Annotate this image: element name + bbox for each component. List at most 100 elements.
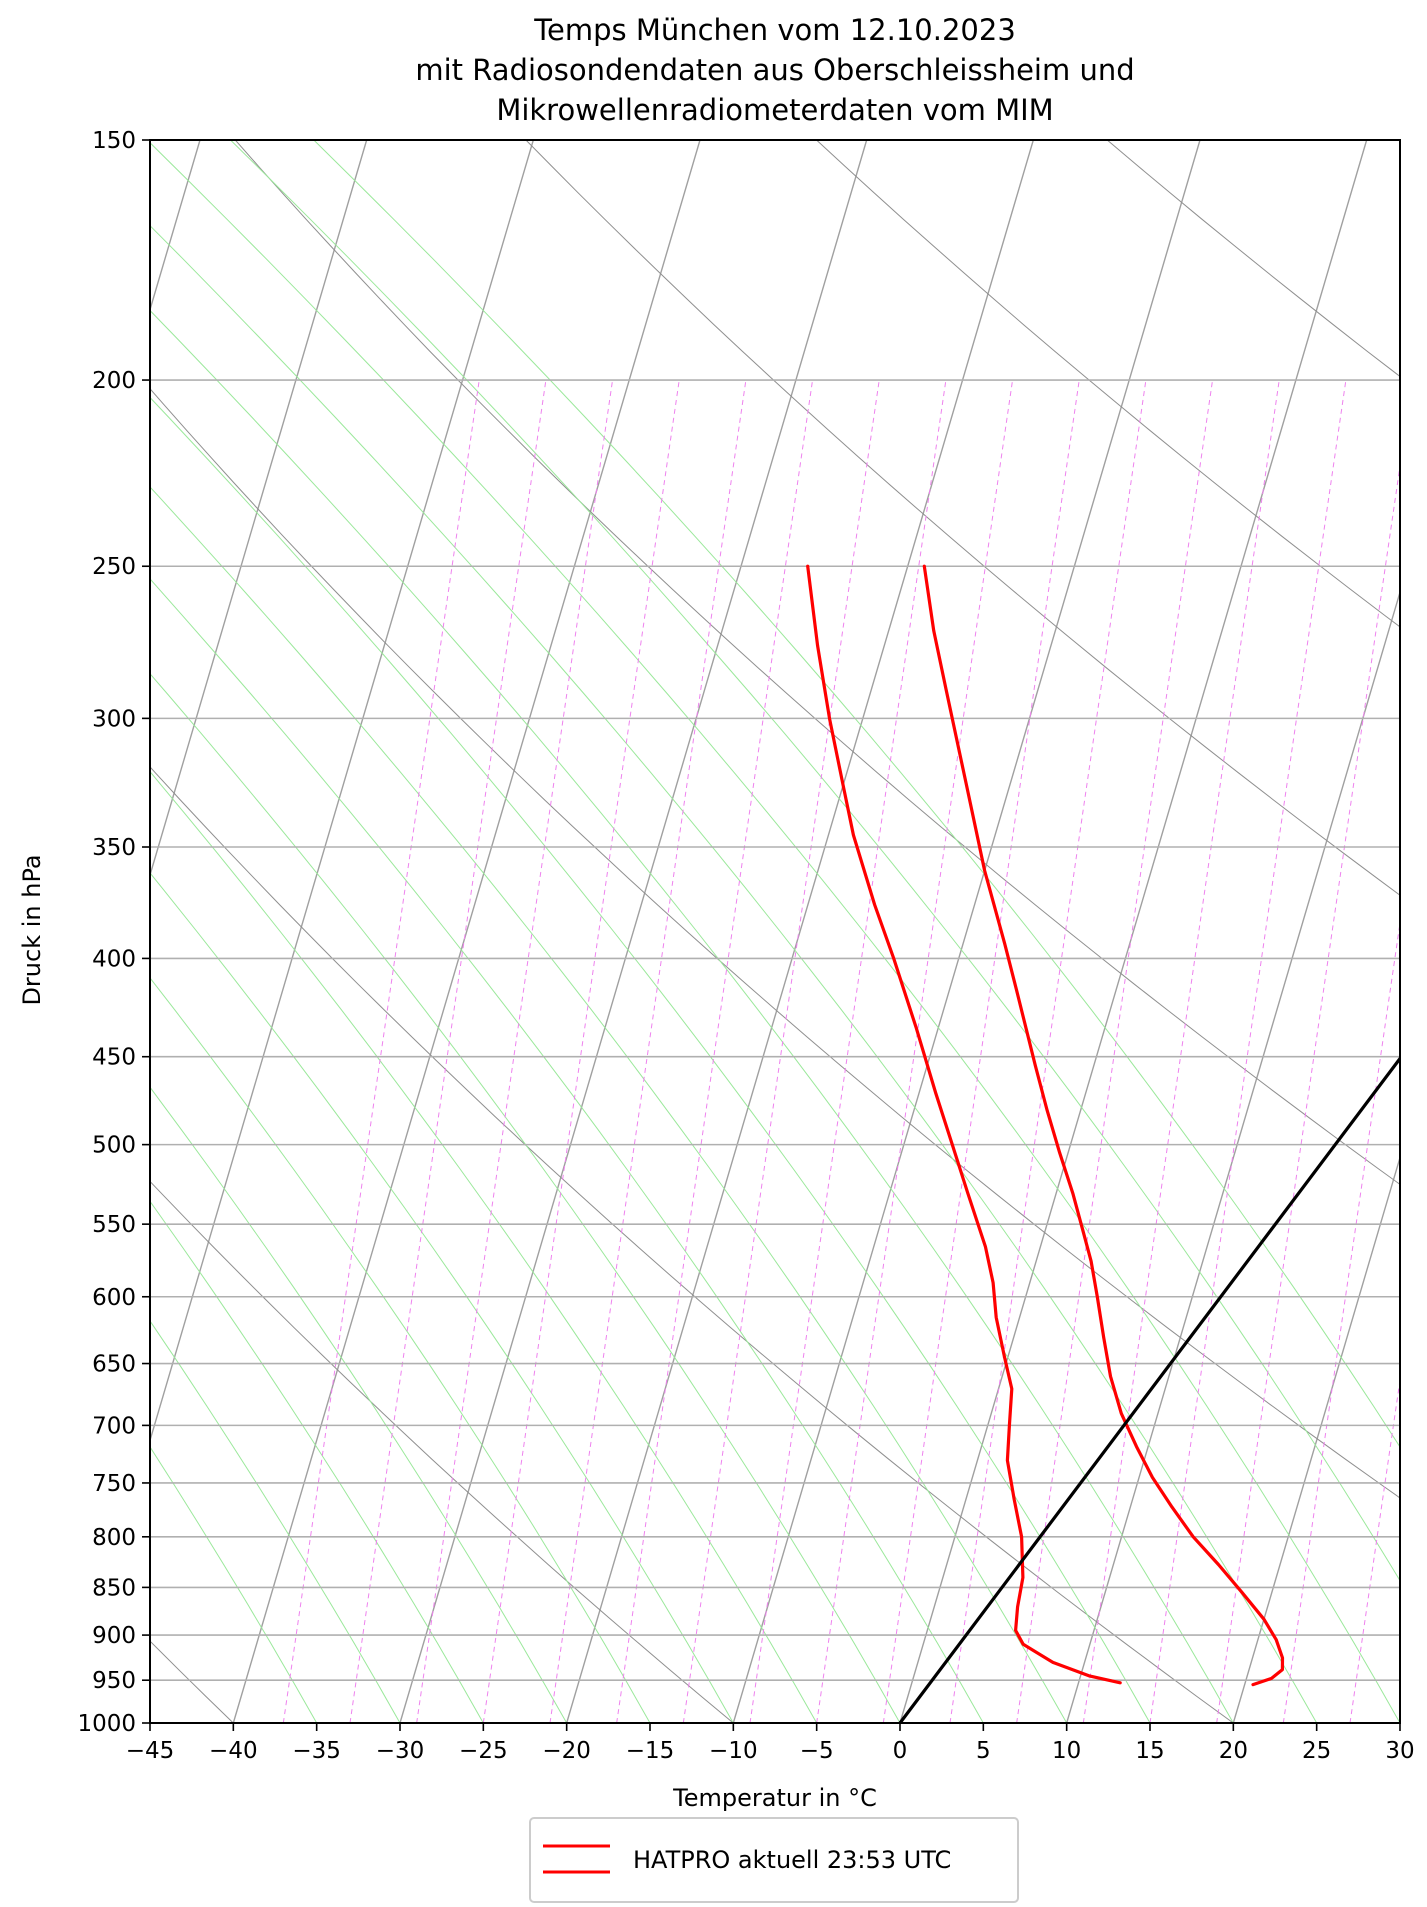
y-tick-label: 700 xyxy=(92,1413,136,1439)
legend-box xyxy=(529,1817,1019,1903)
moist-adiabat-line xyxy=(150,1086,568,1723)
series-line-3 xyxy=(898,1055,1400,1723)
dry-adiabat-line xyxy=(150,766,1234,1723)
moist-adiabat-line xyxy=(150,1320,401,1723)
isotherm-line xyxy=(232,140,701,1723)
dry-adiabat-line xyxy=(525,140,1400,896)
y-tick-label: 950 xyxy=(92,1668,136,1694)
mixing-ratio-line xyxy=(616,379,814,1723)
x-axis-label: Temperatur in °C xyxy=(672,1784,877,1812)
mixing-ratio-line xyxy=(949,379,1147,1723)
moist-adiabat-line xyxy=(150,1200,484,1723)
mixing-ratio-line xyxy=(1149,379,1347,1723)
x-tick-label: 30 xyxy=(1385,1738,1414,1764)
legend: HATPRO aktuell 23:53 UTC xyxy=(529,1817,1019,1903)
y-tick-label: 450 xyxy=(92,1045,136,1071)
moist-adiabat-line xyxy=(150,673,901,1723)
moist-adiabat-line xyxy=(313,140,1400,1448)
y-tick-label: 750 xyxy=(92,1471,136,1497)
moist-adiabat-line xyxy=(150,309,1234,1723)
mixing-ratio-line xyxy=(1282,919,1400,1723)
dry-adiabat-line xyxy=(150,387,1400,1499)
x-axis-ticks: −45 −40 −35 −30 −25 −20 −15 −10 −5 0 5 10 15 20 25 30 xyxy=(126,1723,1415,1764)
y-tick-label: 150 xyxy=(92,128,136,154)
isotherm-line xyxy=(565,140,1035,1723)
title-line-3: Mikrowellenradiometerdaten vom MIM xyxy=(496,93,1053,127)
x-tick-label: −25 xyxy=(459,1738,508,1764)
x-tick-label: −30 xyxy=(376,1738,425,1764)
isotherm-line xyxy=(1065,589,1400,1723)
mixing-ratio-line xyxy=(1082,379,1280,1723)
x-tick-label: −45 xyxy=(126,1738,175,1764)
mixing-ratio-line xyxy=(482,379,680,1723)
moist-adiabat-line xyxy=(150,1446,318,1723)
y-tick-label: 550 xyxy=(92,1212,136,1238)
moist-adiabat-line xyxy=(150,872,734,1723)
isotherm-line xyxy=(732,140,1201,1723)
y-tick-label: 400 xyxy=(92,946,136,972)
x-tick-label: 20 xyxy=(1219,1738,1248,1764)
mixing-ratio-line xyxy=(282,379,480,1723)
moist-adiabat-line xyxy=(150,770,818,1723)
y-tick-label: 500 xyxy=(92,1133,136,1159)
mixing-ratio-line xyxy=(882,379,1080,1723)
moist-adiabat-line xyxy=(230,140,1400,1582)
mixing-ratio-line xyxy=(1016,379,1214,1723)
moist-adiabat-line xyxy=(150,977,651,1723)
mixing-ratio-line xyxy=(416,379,614,1723)
y-tick-label: 300 xyxy=(92,706,136,732)
data-series xyxy=(806,564,1400,1723)
moist-adiabat-line xyxy=(150,486,1068,1723)
isotherm-line xyxy=(150,140,368,878)
y-tick-label: 850 xyxy=(92,1575,136,1601)
mixing-ratio-line xyxy=(549,379,747,1723)
mixing-ratio-line xyxy=(1349,1376,1400,1723)
y-tick-label: 600 xyxy=(92,1285,136,1311)
x-tick-label: 15 xyxy=(1135,1738,1164,1764)
series-line-1 xyxy=(922,564,1285,1687)
isotherm-line xyxy=(899,140,1368,1723)
x-tick-label: −20 xyxy=(542,1738,591,1764)
mixing-ratio-line xyxy=(682,379,880,1723)
x-tick-label: −5 xyxy=(800,1738,834,1764)
y-tick-label: 800 xyxy=(92,1525,136,1551)
title-line-2: mit Radiosondendaten aus Oberschleisshei… xyxy=(415,53,1134,87)
x-tick-label: −40 xyxy=(209,1738,258,1764)
title-line-1: Temps München vom 12.10.2023 xyxy=(533,13,1016,47)
mixing-ratio-line xyxy=(1417,380,1427,1723)
x-tick-label: 10 xyxy=(1052,1738,1081,1764)
isotherm-line xyxy=(150,140,535,1443)
dry-adiabat-line xyxy=(1106,140,1400,378)
dry-adiabat-line xyxy=(816,140,1400,628)
x-tick-label: 0 xyxy=(893,1738,908,1764)
x-tick-label: −10 xyxy=(709,1738,758,1764)
moist-adiabat-line xyxy=(150,224,1318,1723)
y-tick-label: 350 xyxy=(92,835,136,861)
mixing-ratio-line xyxy=(349,379,547,1723)
x-tick-label: −15 xyxy=(626,1738,675,1764)
background-lines xyxy=(150,140,1427,1723)
mixing-ratio-line xyxy=(816,379,1014,1723)
y-tick-label: 650 xyxy=(92,1352,136,1378)
y-tick-label: 1000 xyxy=(77,1711,136,1737)
moist-adiabat-line xyxy=(150,142,1400,1723)
legend-entry: HATPRO aktuell 23:53 UTC xyxy=(633,1846,951,1874)
x-tick-label: 25 xyxy=(1302,1738,1331,1764)
pressure-gridlines xyxy=(150,139,1400,1724)
y-tick-label: 900 xyxy=(92,1623,136,1649)
isotherm-line xyxy=(1232,1155,1400,1723)
series-line-2 xyxy=(806,564,1122,1685)
y-axis-ticks: 150 200 250 300 350 400 450 500 550 600 650 700 750 8… xyxy=(77,128,150,1737)
y-tick-label: 250 xyxy=(92,554,136,580)
dry-adiabat-line xyxy=(150,1180,734,1723)
dry-adiabat-line xyxy=(234,140,1400,1186)
isotherm-line xyxy=(1399,1720,1400,1723)
isotherm-line xyxy=(399,140,868,1723)
x-tick-label: −35 xyxy=(292,1738,341,1764)
moist-adiabat-line xyxy=(150,396,1151,1723)
mixing-ratio-line xyxy=(749,379,947,1723)
moist-adiabat-line xyxy=(150,578,984,1723)
y-tick-label: 200 xyxy=(92,368,136,394)
plot-frame xyxy=(149,139,1401,1724)
